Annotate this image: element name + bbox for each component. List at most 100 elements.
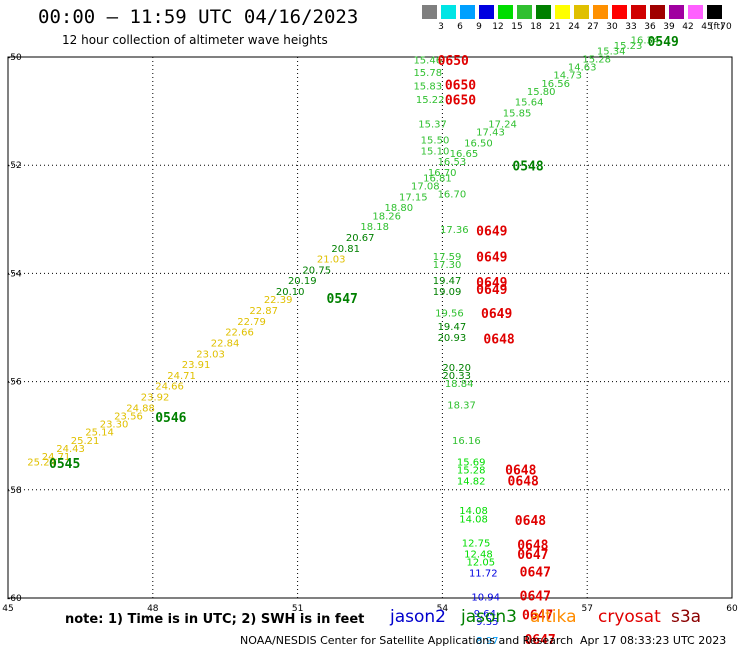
wave-height-point: 15.37 — [418, 119, 447, 130]
x-tick-label: 48 — [147, 604, 159, 614]
pass-time-label: 0647 — [524, 633, 555, 648]
wave-height-point: 15.83 — [413, 81, 442, 92]
wave-height-point: 24.43 — [56, 444, 85, 455]
page-subtitle: 12 hour collection of altimeter wave hei… — [62, 33, 328, 47]
wave-height-point: 15.34 — [597, 46, 626, 57]
pass-time-label: 0548 — [512, 160, 543, 175]
legend-swatch — [574, 5, 589, 19]
y-tick-label: -54 — [7, 269, 22, 279]
wave-height-point: 25.24 — [27, 457, 56, 468]
wave-height-point: 19.47 — [438, 322, 467, 333]
wave-height-point: 23.03 — [196, 349, 225, 360]
y-tick-label: -58 — [7, 486, 22, 496]
pass-time-label: 0549 — [648, 35, 679, 50]
legend-label: 45 — [701, 22, 713, 32]
wave-height-point: 16.56 — [541, 79, 570, 90]
wave-height-point: 17.36 — [440, 225, 469, 236]
wave-height-point: 14.08 — [459, 506, 488, 517]
wave-height-point: 14.08 — [459, 514, 488, 525]
wave-height-point: 16.81 — [423, 173, 452, 184]
legend-label: 9 — [476, 22, 482, 32]
wave-height-point: 16.16 — [452, 436, 481, 447]
wave-height-point: 20.33 — [442, 371, 471, 382]
legend-swatch — [669, 5, 684, 19]
wave-height-point: 23.56 — [114, 411, 143, 422]
legend-label: 30 — [606, 22, 618, 32]
pass-time-label: 0545 — [49, 457, 80, 472]
legend-label: 39 — [663, 22, 675, 32]
legend-label: 21 — [549, 22, 561, 32]
wave-height-point: 8.97 — [476, 636, 498, 647]
wave-height-point: 9.64 — [474, 609, 496, 620]
wave-height-point: 15.64 — [515, 98, 544, 109]
pass-time-label: 0648 — [515, 514, 546, 529]
wave-height-point: 18.18 — [360, 222, 389, 233]
legend-swatch — [460, 5, 475, 19]
legend-label: 15 — [511, 22, 523, 32]
legend-swatch — [517, 5, 532, 19]
satellite-altika: altika — [530, 607, 577, 627]
plot-frame — [7, 56, 733, 599]
pass-time-label: 0647 — [520, 565, 551, 580]
pass-time-label: 0647 — [517, 548, 548, 563]
pass-time-label: 0547 — [327, 292, 358, 307]
wave-height-point: 23.30 — [100, 420, 129, 431]
satellite-cryosat: cryosat — [598, 607, 661, 627]
wave-height-point: 10.94 — [471, 593, 500, 604]
wave-height-point: 22.84 — [211, 338, 240, 349]
legend-swatch — [441, 5, 456, 19]
x-tick-label: 45 — [2, 604, 13, 614]
wave-height-point: 22.39 — [264, 295, 293, 306]
wave-height-point: 24.71 — [42, 452, 71, 463]
pass-time-label: 0650 — [445, 78, 476, 93]
legend-swatch — [422, 5, 437, 19]
wave-height-point: 20.10 — [276, 287, 305, 298]
legend-swatch — [707, 5, 722, 19]
legend-label: 3 — [438, 22, 444, 32]
wave-height-point: 17.08 — [411, 182, 440, 193]
page-title: 00:00 – 11:59 UTC 04/16/2023 — [38, 6, 359, 28]
wave-height-point: 12.05 — [467, 558, 496, 569]
wave-height-point: 17.30 — [433, 260, 462, 271]
x-tick-label: 51 — [292, 604, 303, 614]
pass-time-label: 0648 — [505, 464, 536, 479]
x-tick-label: 60 — [726, 604, 738, 614]
wave-height-point: 16.53 — [438, 157, 467, 168]
pass-time-label: 0648 — [483, 333, 514, 348]
wave-height-point: 16.34 — [631, 35, 660, 46]
wave-height-point: 15.80 — [527, 87, 556, 98]
x-tick-label: 57 — [581, 604, 592, 614]
wave-height-point: 18.37 — [447, 401, 476, 412]
wave-height-point: 25.21 — [71, 436, 100, 447]
wave-height-point: 20.93 — [438, 333, 467, 344]
wave-height-point: 11.72 — [469, 568, 498, 579]
wave-height-point: 15.10 — [421, 146, 450, 157]
wave-height-point: 16.50 — [464, 138, 493, 149]
wave-height-point: 16.70 — [438, 190, 467, 201]
legend-swatch — [688, 5, 703, 19]
pass-time-label: 0546 — [155, 411, 186, 426]
legend-swatch — [650, 5, 665, 19]
legend-label: 27 — [587, 22, 599, 32]
wave-height-point: 20.81 — [331, 244, 360, 255]
wave-height-point: 14.82 — [457, 476, 486, 487]
wave-height-point: 15.78 — [413, 68, 442, 79]
legend-unit: (ft) — [710, 22, 724, 32]
pass-time-label: 0649 — [481, 307, 512, 322]
wave-height-point: 22.66 — [225, 328, 254, 339]
legend-swatch — [612, 5, 627, 19]
y-tick-label: -52 — [7, 161, 22, 171]
note-text: note: 1) Time is in UTC; 2) SWH is in fe… — [65, 612, 365, 627]
legend-label: 36 — [644, 22, 656, 32]
pass-time-label: 0647 — [520, 590, 551, 605]
wave-height-point: 15.23 — [614, 41, 643, 52]
wave-height-point: 25.14 — [85, 428, 114, 439]
wave-height-point: 12.48 — [464, 549, 493, 560]
wave-height-point: 16.65 — [450, 149, 479, 160]
wave-height-point: 18.84 — [445, 379, 474, 390]
wave-height-point: 24.71 — [167, 371, 196, 382]
x-tick-label: 54 — [437, 604, 449, 614]
pass-time-label: 0648 — [517, 538, 548, 553]
wave-height-point: 14.73 — [553, 71, 582, 82]
